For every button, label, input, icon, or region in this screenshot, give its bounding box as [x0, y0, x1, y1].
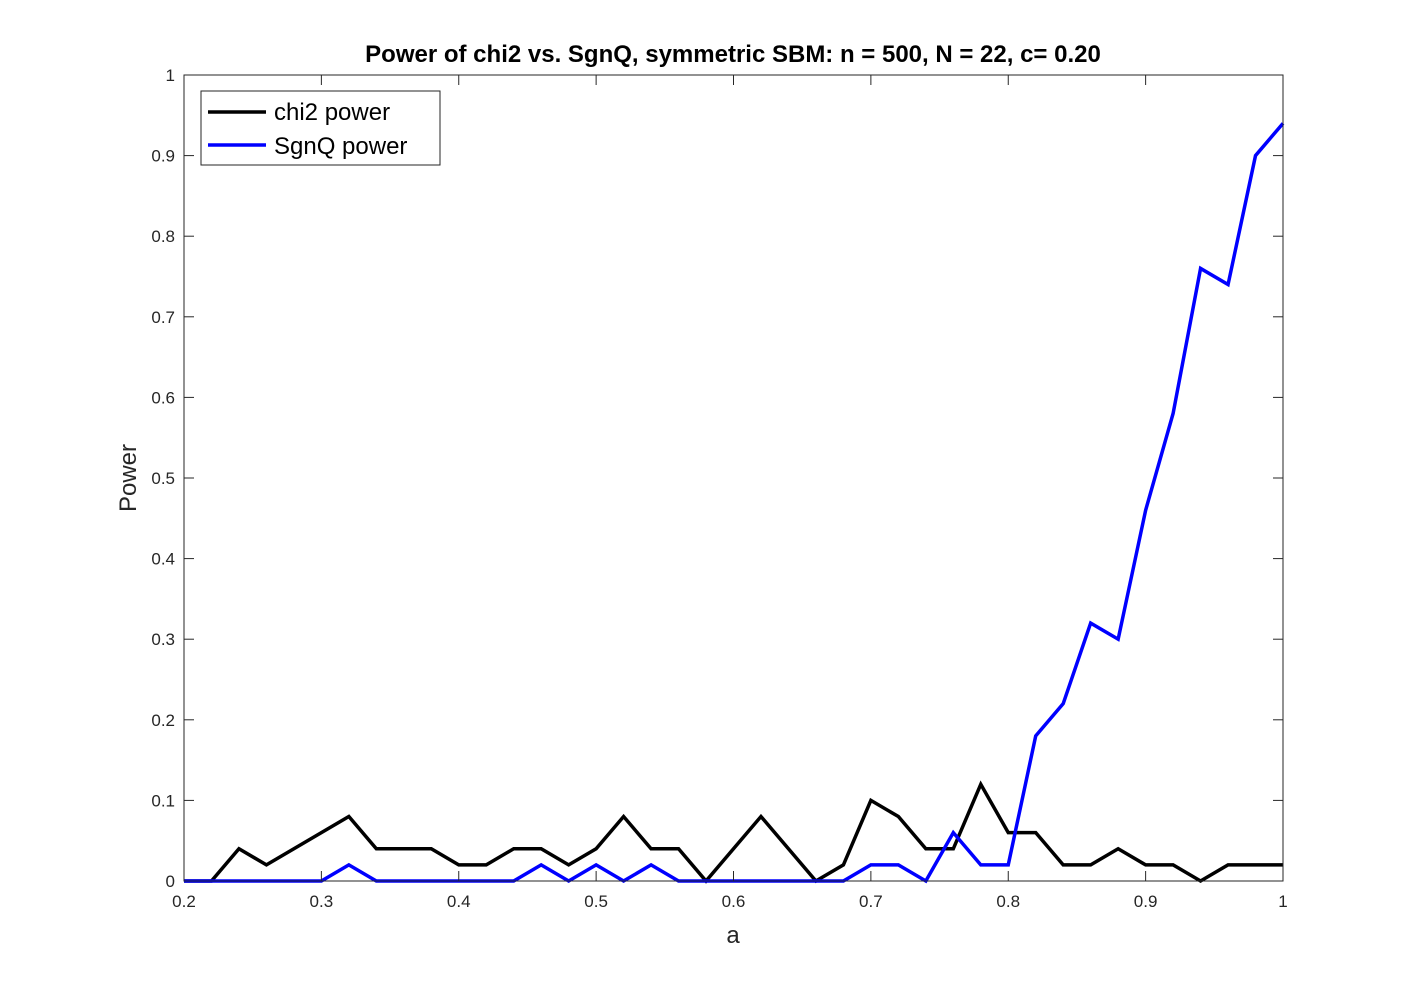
x-tick-label: 0.6 [722, 892, 746, 911]
y-tick-label: 0.9 [151, 147, 175, 166]
x-axis-label: a [726, 922, 740, 949]
y-tick-label: 0 [166, 872, 175, 891]
x-tick-label: 0.8 [996, 892, 1020, 911]
x-tick-label: 0.9 [1134, 892, 1158, 911]
y-tick-label: 0.8 [151, 227, 175, 246]
x-tick-label: 0.3 [310, 892, 334, 911]
legend-label-sgnq: SgnQ power [274, 133, 407, 160]
plot-area [184, 75, 1283, 881]
legend: chi2 power SgnQ power [200, 90, 441, 166]
x-axis: 0.2 0.3 0.4 0.5 0.6 0.7 0.8 0.9 1 [172, 75, 1288, 911]
y-tick-label: 0.7 [151, 308, 175, 327]
x-tick-label: 0.4 [447, 892, 471, 911]
y-tick-label: 1 [166, 66, 175, 85]
y-tick-label: 0.5 [151, 469, 175, 488]
y-axis-label: Power [115, 444, 142, 512]
y-tick-label: 0.1 [151, 791, 175, 810]
legend-box [200, 90, 441, 166]
y-tick-label: 0.6 [151, 388, 175, 407]
chart-title: Power of chi2 vs. SgnQ, symmetric SBM: n… [365, 41, 1101, 68]
y-tick-label: 0.3 [151, 630, 175, 649]
y-axis: 0 0.1 0.2 0.3 0.4 0.5 0.6 0.7 0.8 0.9 1 [151, 66, 1283, 891]
legend-label-chi2: chi2 power [274, 99, 390, 126]
x-tick-label: 1 [1278, 892, 1287, 911]
y-tick-label: 0.4 [151, 550, 175, 569]
x-tick-label: 0.7 [859, 892, 883, 911]
series-line-chi2-power [184, 780, 1283, 884]
x-tick-label: 0.5 [584, 892, 608, 911]
x-tick-label: 0.2 [172, 892, 196, 911]
y-tick-label: 0.2 [151, 711, 175, 730]
